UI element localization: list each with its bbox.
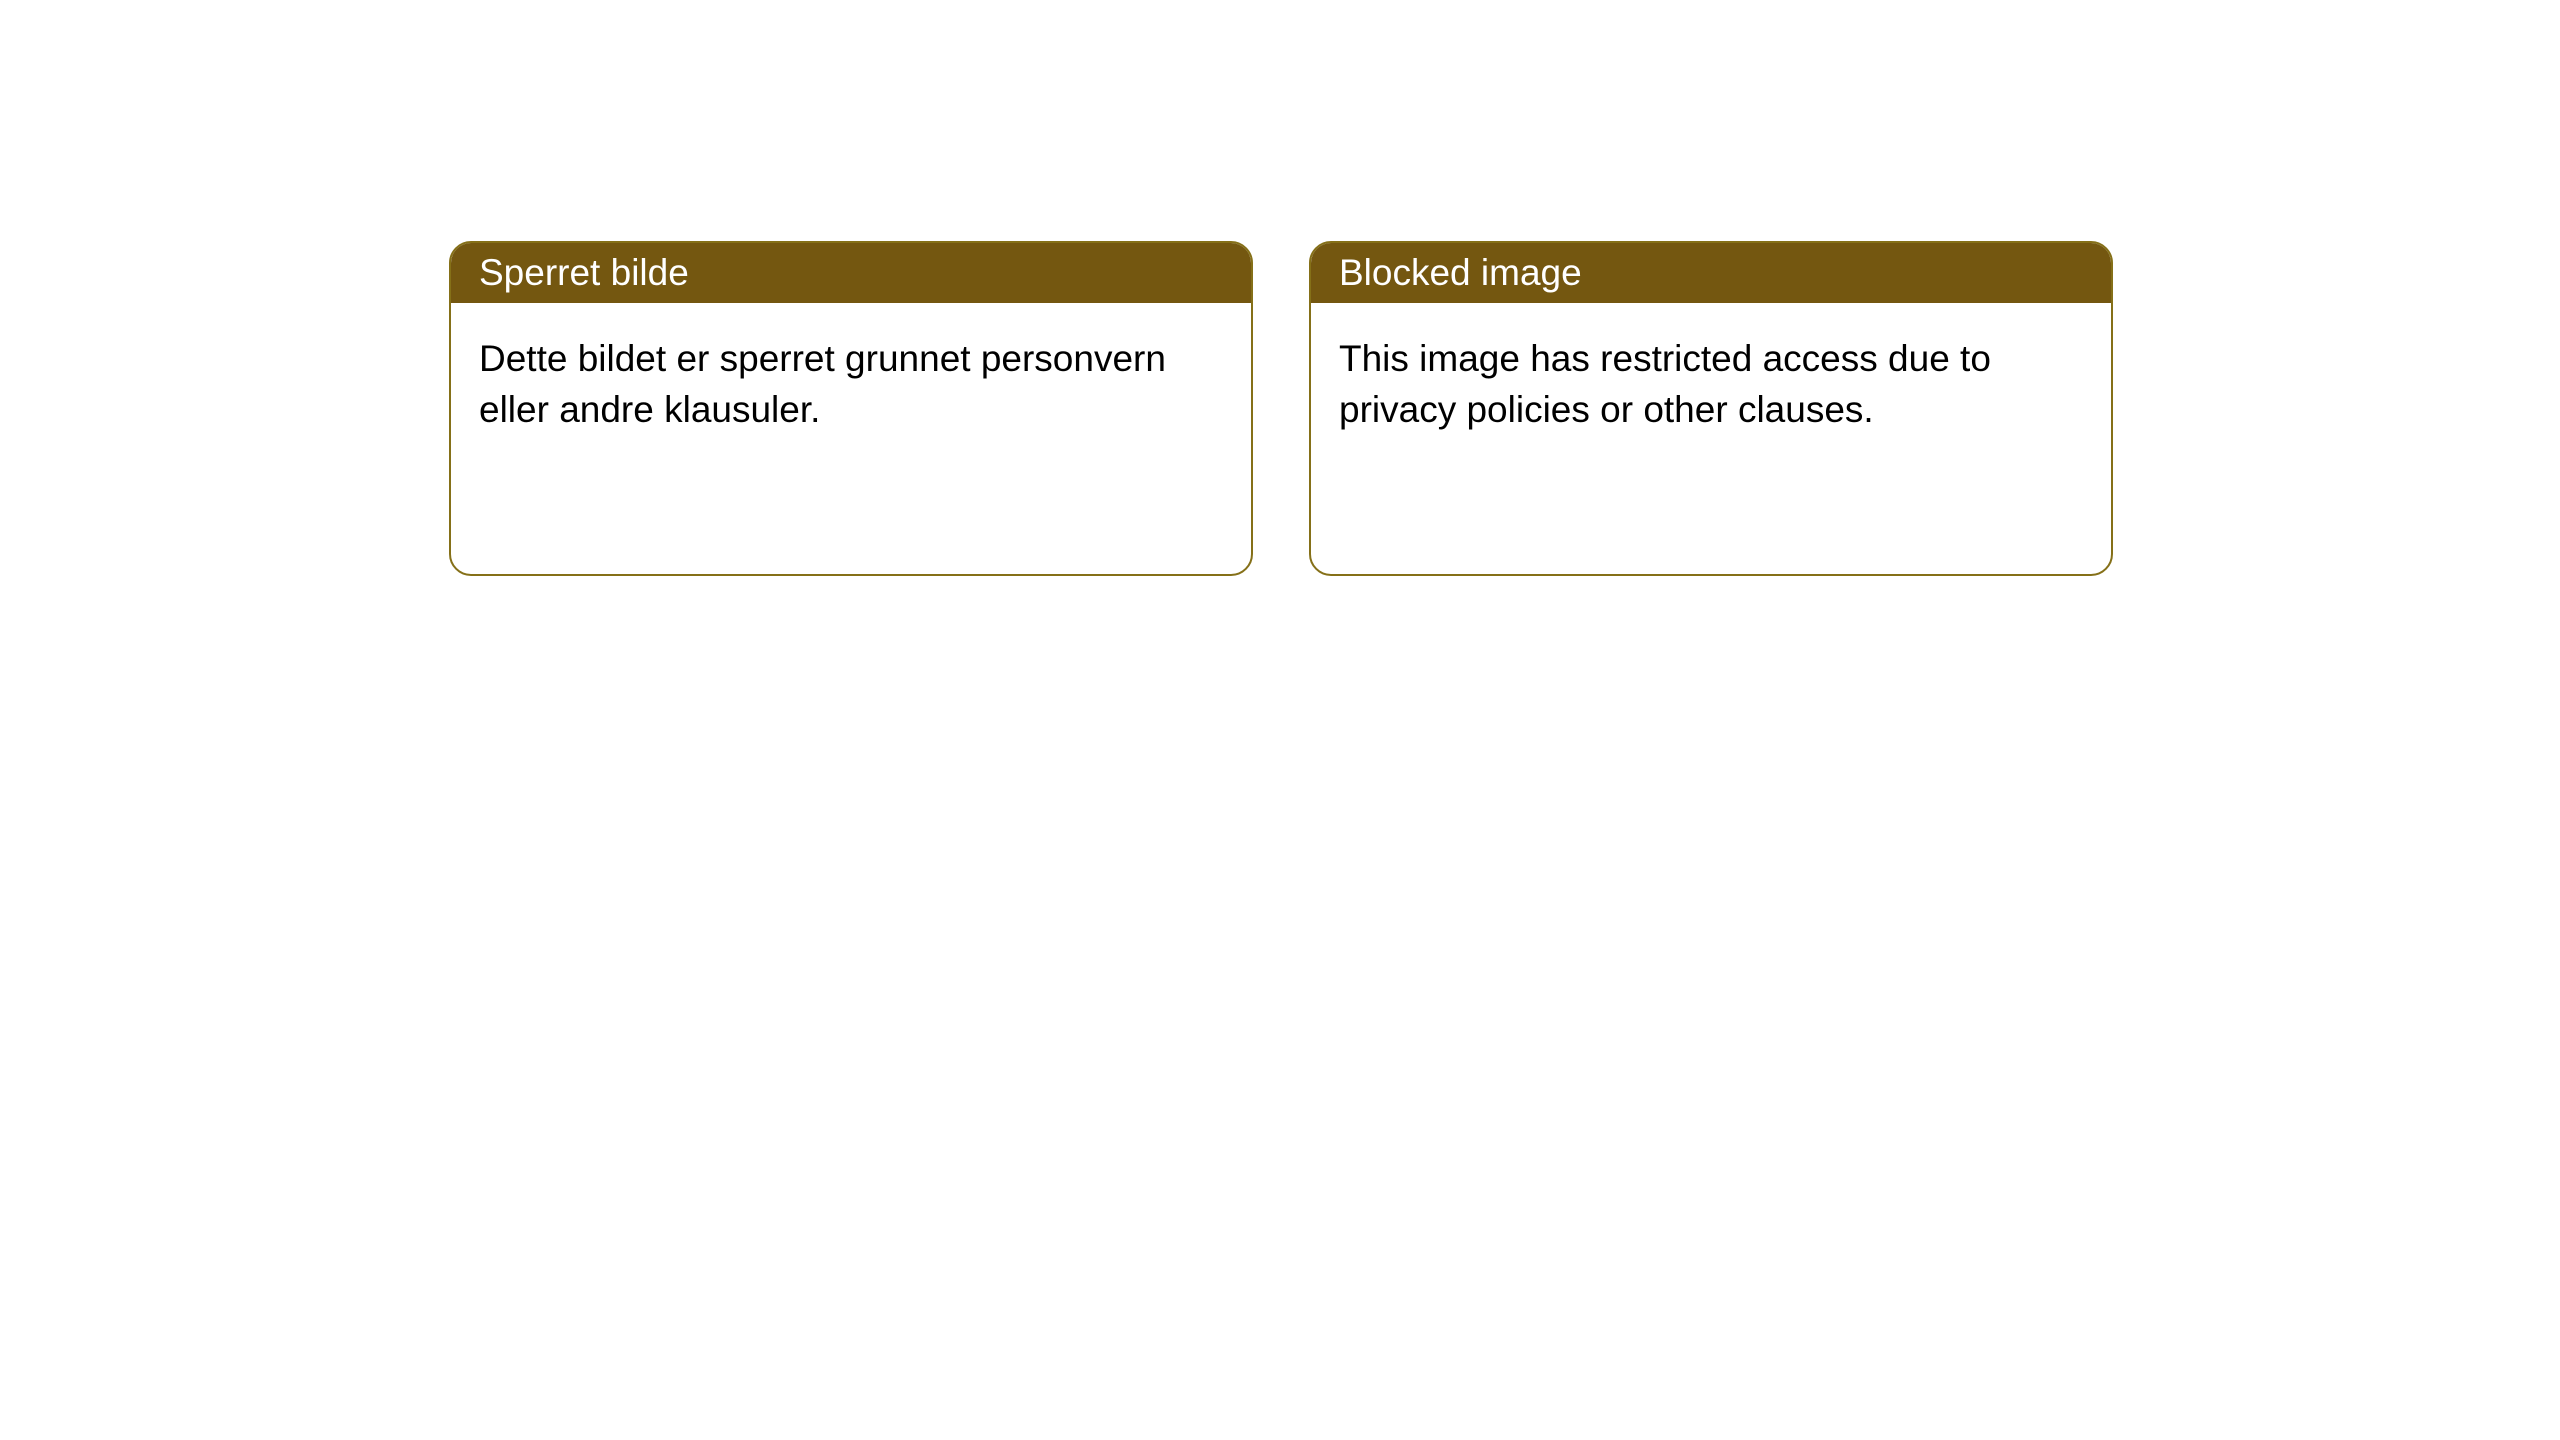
- notice-card-title: Sperret bilde: [451, 243, 1251, 303]
- notice-card-body: This image has restricted access due to …: [1311, 303, 2111, 459]
- notice-card-title: Blocked image: [1311, 243, 2111, 303]
- notice-card-english: Blocked image This image has restricted …: [1309, 241, 2113, 576]
- notice-card-norwegian: Sperret bilde Dette bildet er sperret gr…: [449, 241, 1253, 576]
- notice-card-body: Dette bildet er sperret grunnet personve…: [451, 303, 1251, 459]
- notice-container: Sperret bilde Dette bildet er sperret gr…: [449, 241, 2113, 576]
